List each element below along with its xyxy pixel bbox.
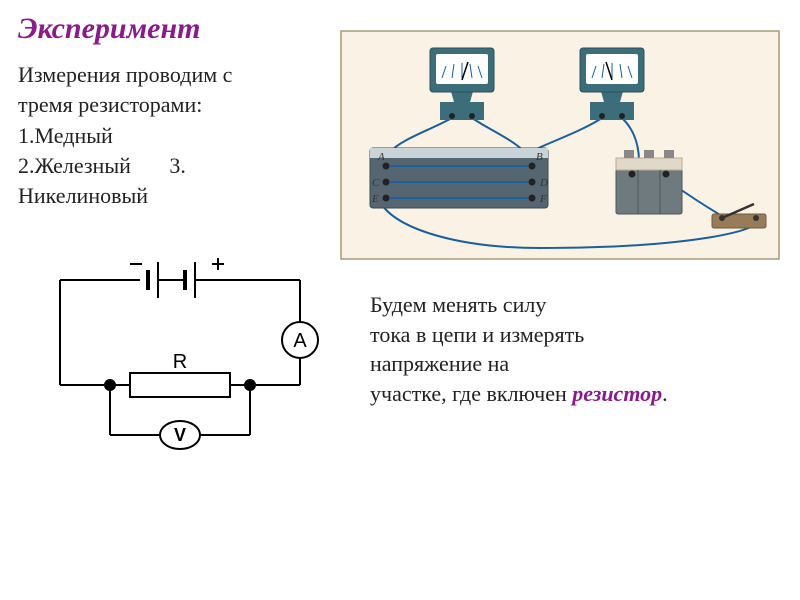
intro-text: Измерения проводим с тремя резисторами: … [18,60,318,210]
resistor-icon [130,373,230,397]
resistor-label: R [173,351,187,373]
intro-line-2: тремя резисторами: [18,90,318,120]
terminal-F: F [539,193,547,205]
battery-device [616,150,682,214]
terminal-C: C [372,177,380,189]
explain-highlight: резистор [572,381,662,406]
intro-line-1: Измерения проводим с [18,60,318,90]
apparatus-illustration: A B C D E F [340,30,780,260]
material-3-num: 3. [169,153,186,178]
terminal-A: A [377,151,385,163]
explain-l3: напряжение на [370,351,509,376]
explanation-text: Будем менять силу тока в цепи и измерять… [370,290,730,409]
material-2: 2.Железный [18,153,131,178]
explain-l1: Будем менять силу [370,292,546,317]
voltmeter-label: V [174,425,186,445]
terminal-E: E [371,193,379,205]
ammeter-label: A [293,330,307,352]
explain-l2: тока в цепи и измерять [370,322,584,347]
explain-period: . [662,381,668,406]
material-1: 1.Медный [18,123,113,148]
resistor-box: A B C D E F [370,148,548,208]
material-3-name: Никелиновый [18,183,148,208]
explain-l4: участке, где включен [370,381,567,406]
page-title: Эксперимент [18,12,200,46]
material-list: 1.Медный 2.Железный 3. Никелиновый [18,121,318,210]
title-text: Эксперимент [18,12,200,45]
terminal-D: D [539,177,548,189]
terminal-B: B [536,151,543,163]
circuit-diagram: A R V [30,250,330,470]
